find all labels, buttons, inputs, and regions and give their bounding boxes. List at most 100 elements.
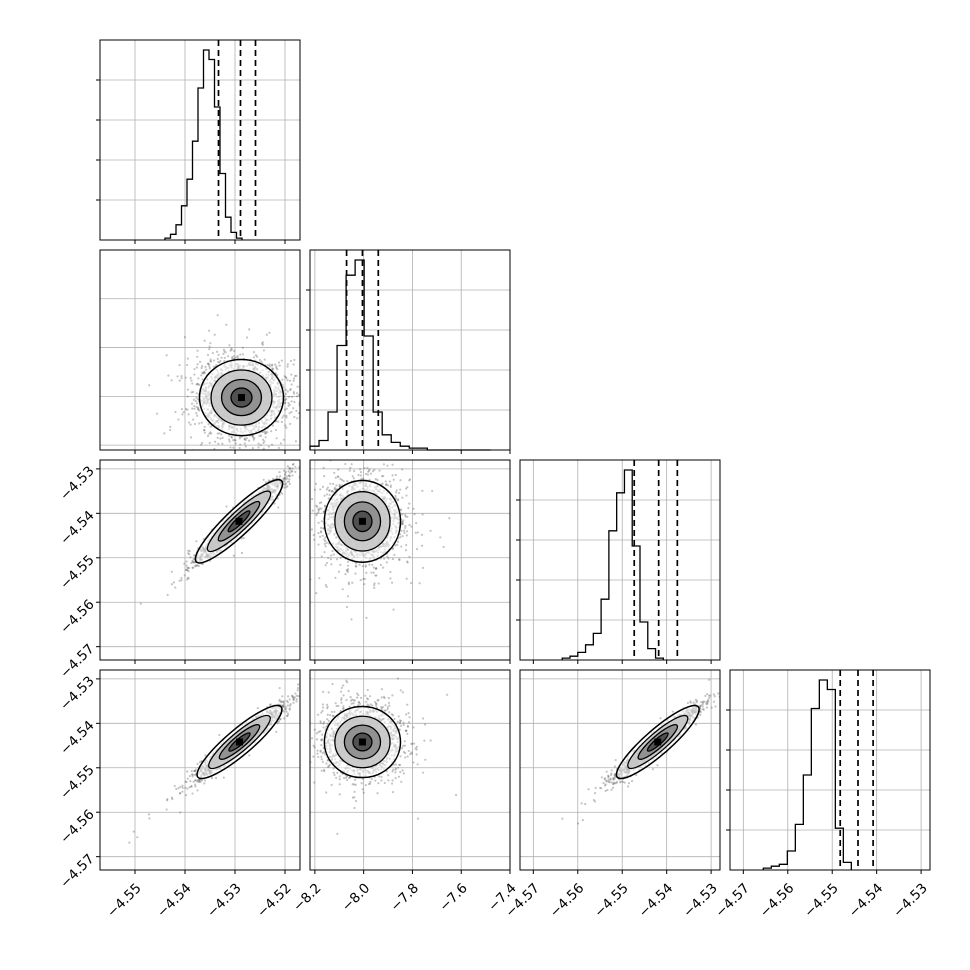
sample-point	[198, 383, 201, 387]
sample-point	[320, 555, 323, 558]
sample-point	[275, 475, 279, 478]
sample-point	[401, 468, 404, 471]
histogram-frame-1	[99, 39, 301, 241]
sample-point	[190, 379, 193, 382]
sample-point	[233, 349, 236, 353]
sample-point	[401, 521, 404, 524]
sample-point	[215, 350, 219, 353]
sample-point	[337, 570, 341, 573]
sample-point	[402, 529, 406, 532]
panel-frame	[99, 249, 301, 451]
sample-point	[238, 437, 241, 440]
sample-point	[214, 440, 217, 443]
sample-point	[281, 416, 284, 419]
sample-point	[223, 359, 226, 363]
sample-point	[301, 467, 303, 469]
sample-point	[264, 430, 267, 433]
sample-point	[287, 470, 290, 473]
sample-point	[190, 391, 193, 394]
sample-point	[292, 379, 295, 382]
sample-point	[281, 492, 284, 495]
sample-point	[217, 353, 220, 356]
sample-point	[366, 473, 370, 476]
sample-point	[323, 504, 327, 507]
histogram-grid-1	[96, 40, 300, 240]
sample-point	[359, 579, 362, 582]
sample-point	[196, 564, 199, 567]
sample-point	[405, 530, 409, 533]
sample-point	[195, 402, 199, 405]
sample-point	[219, 359, 222, 363]
sample-point	[332, 553, 335, 556]
sample-point	[324, 536, 327, 539]
sample-point	[191, 382, 194, 385]
sample-point	[284, 424, 287, 427]
sample-point	[401, 535, 404, 538]
sample-point	[347, 583, 351, 586]
sample-point	[185, 568, 189, 572]
sample-point	[288, 467, 291, 470]
sample-point	[243, 438, 246, 441]
sample-point	[213, 333, 216, 336]
sample-point	[279, 442, 282, 445]
sample-point	[296, 392, 299, 395]
sample-point	[291, 470, 294, 473]
sample-point	[320, 507, 323, 510]
sample-point	[201, 371, 204, 374]
sample-point	[268, 363, 271, 366]
sample-point	[317, 372, 319, 374]
sample-point	[346, 560, 350, 563]
sample-point	[277, 446, 281, 450]
sample-point	[195, 405, 198, 409]
sample-point	[363, 583, 366, 586]
sample-point	[405, 534, 408, 537]
sample-point	[320, 441, 322, 443]
sample-point	[262, 438, 265, 441]
sample-point	[285, 477, 289, 480]
sample-point	[196, 382, 200, 386]
sample-point	[197, 564, 200, 567]
sample-point	[209, 425, 212, 428]
sample-point	[282, 477, 285, 480]
sample-point	[320, 501, 323, 504]
sample-point	[415, 548, 419, 551]
sample-point	[262, 478, 265, 481]
sample-point	[178, 579, 181, 582]
sample-point	[263, 440, 266, 443]
sample-point	[397, 498, 400, 501]
sample-point	[448, 517, 451, 520]
sample-point	[339, 477, 342, 481]
sample-point	[352, 469, 356, 473]
sample-point	[348, 469, 351, 472]
sample-point	[330, 563, 333, 566]
sample-point	[208, 367, 211, 370]
sample-point	[155, 412, 159, 415]
sample-point	[187, 570, 190, 573]
sample-point	[271, 424, 275, 427]
histogram-frame-4	[729, 669, 931, 871]
sample-point	[303, 466, 305, 468]
sample-point	[431, 489, 434, 493]
sample-point	[382, 463, 386, 466]
sample-point	[338, 483, 341, 486]
sample-point	[170, 570, 173, 573]
sample-point	[279, 474, 282, 478]
sample-point	[283, 486, 286, 489]
sample-point	[415, 521, 418, 525]
sample-point	[183, 336, 187, 339]
sample-point	[382, 566, 385, 569]
sample-point	[206, 434, 210, 438]
sample-point	[139, 602, 142, 605]
sample-point	[266, 364, 269, 367]
sample-point	[345, 569, 348, 572]
sample-point	[195, 392, 198, 395]
sample-point	[333, 471, 336, 475]
sample-point	[288, 482, 291, 486]
sample-point	[194, 399, 197, 403]
sample-point	[293, 401, 296, 404]
sample-point	[304, 419, 306, 421]
sample-point	[400, 529, 403, 533]
sample-point	[201, 378, 204, 381]
sample-point	[186, 576, 189, 579]
sample-point	[315, 512, 318, 515]
